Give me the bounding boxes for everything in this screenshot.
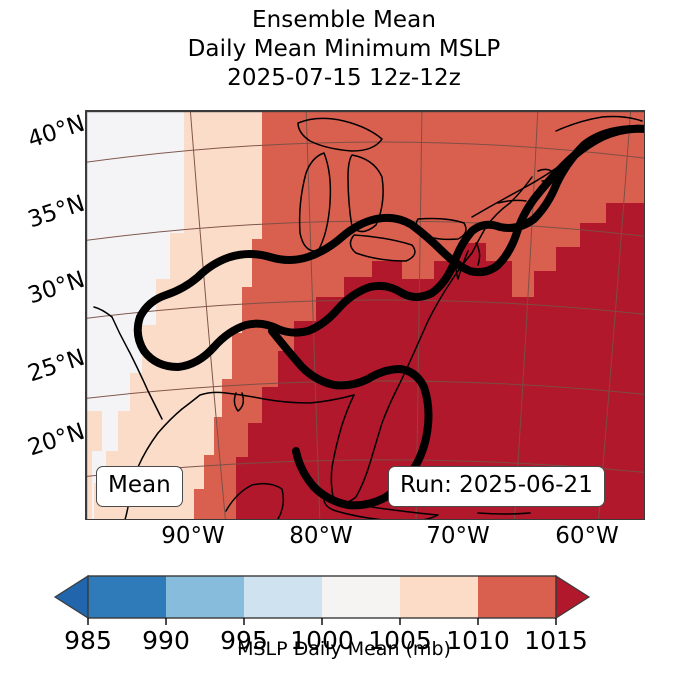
coast-lake-huron [347,154,384,233]
coast-yucatan [225,482,285,519]
lon-label-90W: 90°W [161,523,225,549]
coast-hispaniola [477,512,531,515]
colorbar-tick-995: 995 [220,626,268,655]
coast-lake-superior [297,117,383,152]
member-label-box[interactable]: Mean [96,466,183,507]
lat-label-20N: 20°N [24,418,89,462]
colorbar-extend-low [53,574,89,620]
colorbar-ticks [87,618,557,625]
colorbar-band-1010-1015 [478,576,556,618]
run-date-box[interactable]: Run: 2025-06-21 [388,466,605,507]
coast-west-inland [93,306,113,318]
colorbar-tick-1010: 1010 [446,626,510,655]
colorbar-tick-1005: 1005 [368,626,432,655]
colorbar-band-995-1000 [244,576,322,618]
coast-long-island [497,199,527,204]
contour-line-1015-south [268,327,433,510]
coast-gulf-north [181,391,355,410]
coast-us-east [381,176,533,424]
coast-rio-grande [111,316,163,420]
figure-title: Ensemble Mean Daily Mean Minimum MSLP 20… [0,6,688,93]
colorbar-band-1005-1010 [400,576,478,618]
colorbar-band-1000-1005 [322,576,400,618]
coast-delmarva [475,242,481,266]
coast-northeast-canada [555,115,643,132]
colorbar[interactable]: 985 990 995 1000 1005 1010 1015 MSLP Dai… [0,566,688,674]
fill-band-1005-1010-sw [86,411,102,519]
colorbar-band-990-995 [166,576,244,618]
title-line-3: 2025-07-15 12z-12z [227,65,461,91]
colorbar-tick-1000: 1000 [290,626,354,655]
colorbar-tick-985: 985 [64,626,112,655]
coast-lake-erie [349,234,416,262]
map-panel[interactable] [85,110,645,520]
colorbar-tick-1015: 1015 [524,626,588,655]
coast-mississippi-delta [233,392,245,412]
lat-label-35N: 35°N [24,190,89,234]
title-line-1: Ensemble Mean [251,7,437,33]
colorbar-band-985-990 [88,576,166,618]
lat-label-30N: 30°N [24,266,89,310]
contour-line-1015 [133,124,644,371]
coast-cuba [323,498,439,519]
title-line-2: Daily Mean Minimum MSLP [187,36,501,62]
coast-lake-michigan [298,152,332,252]
colorbar-canvas [53,574,591,625]
map-frame [86,111,644,519]
lon-label-80W: 80°W [289,523,353,549]
lat-label-40N: 40°N [24,110,89,154]
map-canvas [86,111,644,519]
colorbar-axis-label: MSLP Daily Mean (mb) [237,638,451,660]
lon-label-70W: 70°W [426,523,490,549]
lon-label-60W: 60°W [555,523,619,549]
lat-label-25N: 25°N [24,344,89,388]
colorbar-tick-990: 990 [142,626,190,655]
colorbar-extend-high [555,574,591,620]
